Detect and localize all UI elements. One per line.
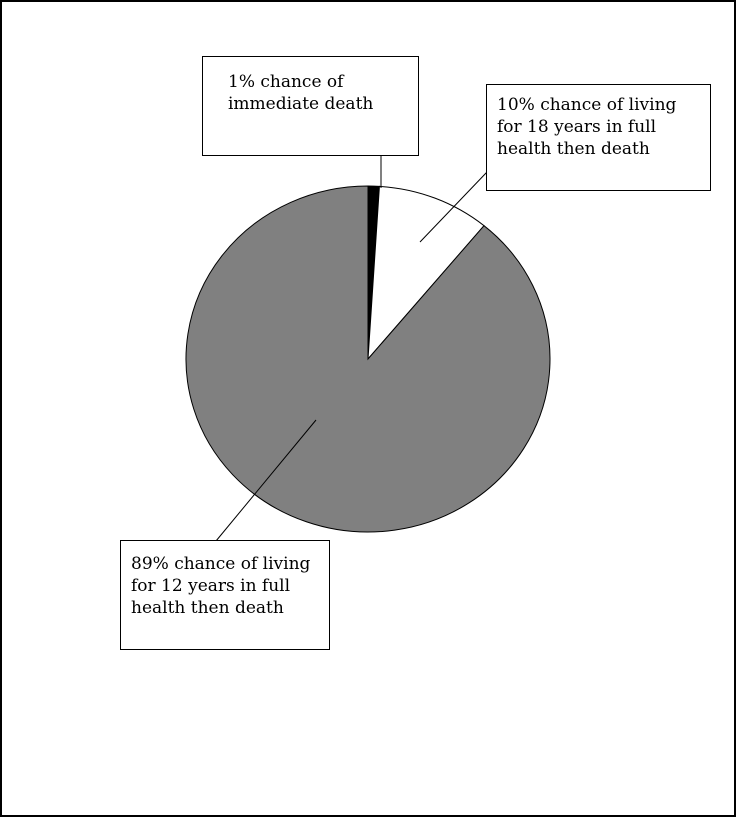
slice-18-years: [367, 185, 485, 361]
label-18-years: 10% chance of living for 18 years in ful…: [486, 84, 711, 191]
leader-lines: [215, 156, 488, 542]
slice-12-years: [185, 185, 551, 533]
leader-line-12-years: [215, 419, 317, 542]
leader-line-18-years: [419, 171, 488, 243]
label-12-years: 89% chance of living for 12 years in ful…: [120, 540, 330, 650]
pie-slices: [185, 185, 551, 533]
label-immediate-death: 1% chance of immediate death: [202, 56, 419, 156]
